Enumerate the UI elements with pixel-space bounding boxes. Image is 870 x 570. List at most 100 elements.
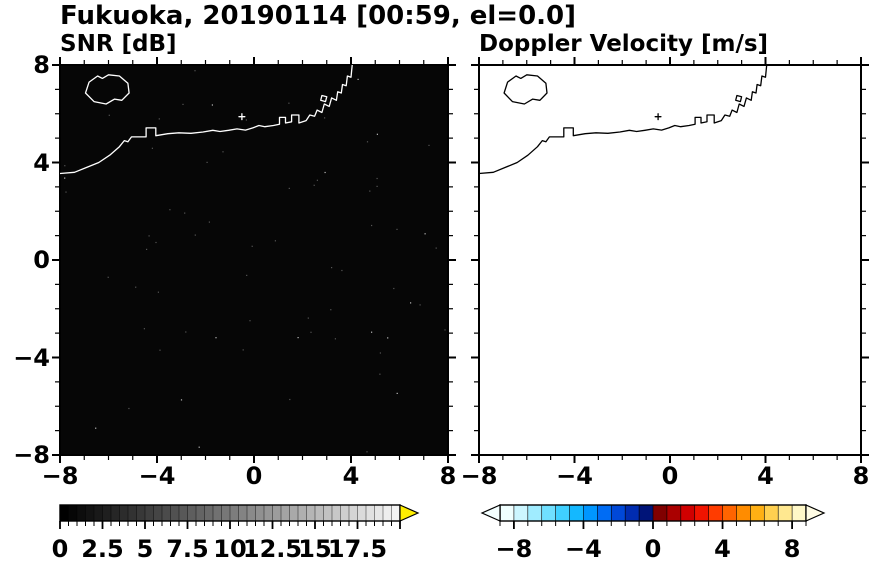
snr-colorbar-step — [229, 504, 240, 522]
doppler-colorbar-step — [750, 504, 766, 522]
doppler-colorbar-step — [527, 504, 543, 522]
noise-speck — [366, 141, 369, 143]
panel-title-snr: SNR [dB] — [60, 31, 177, 57]
noise-speck — [366, 451, 368, 453]
snr-colorbar-step — [187, 504, 197, 522]
noise-speck — [435, 247, 437, 249]
noise-speck — [424, 233, 426, 235]
noise-speck — [330, 309, 332, 311]
noise-speck — [182, 103, 184, 105]
snr-colorbar-label: 0 — [51, 535, 69, 563]
snr-colorbar-step — [331, 504, 342, 522]
doppler-colorbar-label: −8 — [495, 535, 533, 563]
doppler-colorbar-step — [597, 504, 613, 522]
noise-speck — [95, 427, 97, 429]
x-tick-label: 4 — [757, 462, 774, 490]
doppler-colorbar-under-arrow — [480, 504, 501, 522]
noise-speck — [274, 240, 276, 242]
snr-colorbar-step — [178, 504, 189, 522]
snr-colorbar-step — [144, 504, 155, 522]
noise-speck — [410, 302, 412, 304]
x-tick-label: 0 — [661, 462, 679, 490]
x-tick-label: −8 — [41, 462, 79, 490]
noise-speck — [334, 338, 336, 340]
noise-speck — [146, 248, 148, 250]
noise-speck — [324, 117, 326, 119]
doppler-colorbar-step — [541, 504, 557, 522]
snr-colorbar-over-arrow — [399, 504, 420, 522]
noise-speck — [289, 398, 291, 401]
snr-colorbar-step — [348, 504, 359, 522]
noise-speck — [246, 274, 248, 276]
snr-colorbar-step — [314, 504, 325, 522]
snr-colorbar-step — [59, 504, 70, 522]
snr-colorbar-step — [195, 504, 206, 522]
snr-colorbar-step — [357, 504, 367, 522]
noise-speck — [310, 331, 312, 333]
coastline-path — [479, 65, 768, 175]
x-tick-label: 4 — [342, 462, 360, 490]
noise-speck — [313, 184, 315, 186]
y-tick-label: 8 — [33, 51, 50, 79]
snr-colorbar-step — [289, 504, 299, 522]
snr-colorbar-label: 5 — [136, 535, 154, 563]
doppler-colorbar-step — [763, 504, 779, 522]
noise-speck — [444, 329, 446, 331]
doppler-colorbar-step — [736, 504, 752, 522]
x-tick-label: −4 — [138, 462, 176, 490]
y-tick-label: −4 — [13, 343, 50, 372]
snr-colorbar-step — [382, 504, 393, 522]
noise-speck — [251, 245, 253, 247]
panel-doppler — [478, 64, 862, 456]
noise-speck — [316, 179, 318, 181]
coastline-path — [735, 94, 743, 103]
noise-speck — [428, 144, 430, 146]
noise-speck — [64, 165, 66, 167]
coastline-layer-snr — [60, 65, 353, 175]
noise-speck — [211, 104, 213, 106]
noise-speck — [376, 185, 378, 187]
noise-speck — [376, 177, 378, 180]
noise-speck — [194, 70, 196, 72]
noise-speck — [387, 337, 389, 339]
noise-speck — [108, 114, 110, 116]
snr-colorbar-step — [306, 504, 316, 522]
noise-speck — [379, 373, 381, 375]
coastline-path — [503, 74, 548, 105]
x-tick-label: 8 — [439, 462, 457, 490]
doppler-colorbar-step — [722, 504, 738, 522]
snr-colorbar-step — [323, 504, 333, 522]
noise-speck — [222, 151, 224, 153]
doppler-colorbar-label: 0 — [644, 535, 662, 563]
figure-title: Fukuoka, 20190114 [00:59, el=0.0] — [60, 1, 577, 31]
noise-speck — [143, 328, 145, 330]
snr-colorbar-step — [238, 504, 248, 522]
snr-colorbar-step — [161, 504, 172, 522]
x-tick-label: 0 — [245, 462, 263, 490]
snr-colorbar-step — [255, 504, 265, 522]
doppler-colorbar-step — [680, 504, 696, 522]
noise-speck — [307, 317, 309, 319]
snr-colorbar-step — [102, 504, 112, 522]
noise-speck — [107, 276, 109, 278]
doppler-colorbar-step — [652, 504, 668, 522]
noise-speck — [159, 349, 161, 351]
noise-speck — [288, 102, 290, 104]
noise-speck — [128, 407, 130, 410]
snr-colorbar-step — [246, 504, 257, 522]
y-tick-label: 4 — [33, 148, 50, 177]
x-tick-label: 8 — [852, 462, 870, 490]
snr-colorbar-step — [212, 504, 223, 522]
noise-speck — [198, 446, 200, 448]
noise-speck — [65, 191, 67, 193]
doppler-colorbar-step — [610, 504, 626, 522]
snr-colorbar-step — [280, 504, 291, 522]
snr-colorbar-label: 7.5 — [166, 535, 209, 563]
snr-colorbar-step — [365, 504, 376, 522]
noise-speck — [185, 331, 187, 333]
snr-colorbar-step — [153, 504, 163, 522]
snr-colorbar-step — [68, 504, 78, 522]
snr-colorbar-label: 17.5 — [327, 535, 388, 563]
